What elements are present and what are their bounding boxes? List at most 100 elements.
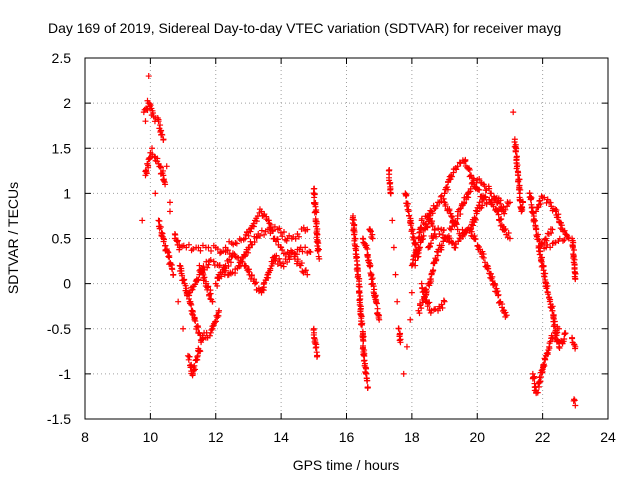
- data-point: [159, 131, 166, 138]
- data-point: [357, 303, 364, 310]
- y-tick-label: 2.5: [52, 50, 72, 66]
- data-point: [540, 361, 547, 368]
- data-point: [403, 343, 410, 350]
- data-point: [360, 336, 367, 343]
- data-point: [532, 217, 539, 224]
- y-tick-label: -1.5: [47, 411, 71, 427]
- data-point: [208, 247, 215, 254]
- data-point: [549, 240, 556, 247]
- data-point: [472, 215, 479, 222]
- data-point: [542, 356, 549, 363]
- data-point: [195, 244, 202, 251]
- data-point: [457, 205, 464, 212]
- data-point: [261, 231, 268, 238]
- data-point: [147, 102, 154, 109]
- data-point: [216, 307, 223, 314]
- data-point: [302, 267, 309, 274]
- data-point: [294, 258, 301, 265]
- data-point: [427, 240, 434, 247]
- data-point: [214, 282, 221, 289]
- data-point: [253, 234, 260, 241]
- data-point: [368, 234, 375, 241]
- data-point: [471, 183, 478, 190]
- data-point: [163, 163, 170, 170]
- data-point: [233, 240, 240, 247]
- data-point: [363, 242, 370, 249]
- data-point: [372, 293, 379, 300]
- data-point: [166, 199, 173, 206]
- data-point: [188, 301, 195, 308]
- data-point: [486, 185, 493, 192]
- data-point: [356, 275, 363, 282]
- data-point: [448, 226, 455, 233]
- data-point: [449, 239, 456, 246]
- data-point: [513, 163, 520, 170]
- data-point: [453, 166, 460, 173]
- data-point: [356, 281, 363, 288]
- data-point: [545, 291, 552, 298]
- data-point: [146, 156, 153, 163]
- data-point: [461, 230, 468, 237]
- axis-ticks: [84, 57, 609, 420]
- data-point: [353, 255, 360, 262]
- data-point: [446, 235, 453, 242]
- data-point: [299, 248, 306, 255]
- data-point: [421, 295, 428, 302]
- data-point: [485, 265, 492, 272]
- data-point: [157, 164, 164, 171]
- data-point: [435, 225, 442, 232]
- data-point: [192, 281, 199, 288]
- data-point: [448, 213, 455, 220]
- data-point: [470, 175, 477, 182]
- data-point: [502, 206, 509, 213]
- data-point: [486, 196, 493, 203]
- data-point: [286, 232, 293, 239]
- data-point: [389, 217, 396, 224]
- data-point: [494, 208, 501, 215]
- data-point: [315, 245, 322, 252]
- data-point: [457, 160, 464, 167]
- data-point: [501, 227, 508, 234]
- x-tick-label: 8: [81, 429, 89, 445]
- data-point: [551, 335, 558, 342]
- data-point: [506, 199, 513, 206]
- data-point: [311, 200, 318, 207]
- data-point: [149, 110, 156, 117]
- data-point: [456, 159, 463, 166]
- data-point: [207, 290, 214, 297]
- data-point: [501, 210, 508, 217]
- data-point: [543, 237, 550, 244]
- data-point: [530, 374, 537, 381]
- data-point: [542, 270, 549, 277]
- data-point: [359, 321, 366, 328]
- data-point: [373, 300, 380, 307]
- data-point: [298, 260, 305, 267]
- data-point: [251, 276, 258, 283]
- data-point: [314, 225, 321, 232]
- data-point: [426, 217, 433, 224]
- data-point: [364, 246, 371, 252]
- data-point: [304, 226, 311, 233]
- data-point: [540, 267, 547, 274]
- data-point: [160, 172, 167, 179]
- y-tick-label: -1: [59, 366, 72, 382]
- data-point: [197, 247, 204, 254]
- data-point: [556, 345, 563, 352]
- data-point: [314, 239, 321, 246]
- data-point: [396, 331, 403, 338]
- data-point: [549, 307, 556, 314]
- data-point: [470, 222, 477, 229]
- data-point: [499, 301, 506, 308]
- data-point: [251, 239, 258, 246]
- y-tick-label: 1.5: [52, 140, 72, 156]
- data-point: [139, 217, 146, 224]
- data-point: [161, 236, 168, 243]
- data-point: [201, 274, 208, 281]
- data-point: [307, 249, 314, 256]
- data-point: [202, 278, 209, 285]
- data-point: [457, 232, 464, 239]
- data-point: [219, 269, 226, 276]
- data-point: [245, 249, 252, 256]
- data-point: [433, 257, 440, 264]
- data-point: [569, 335, 576, 342]
